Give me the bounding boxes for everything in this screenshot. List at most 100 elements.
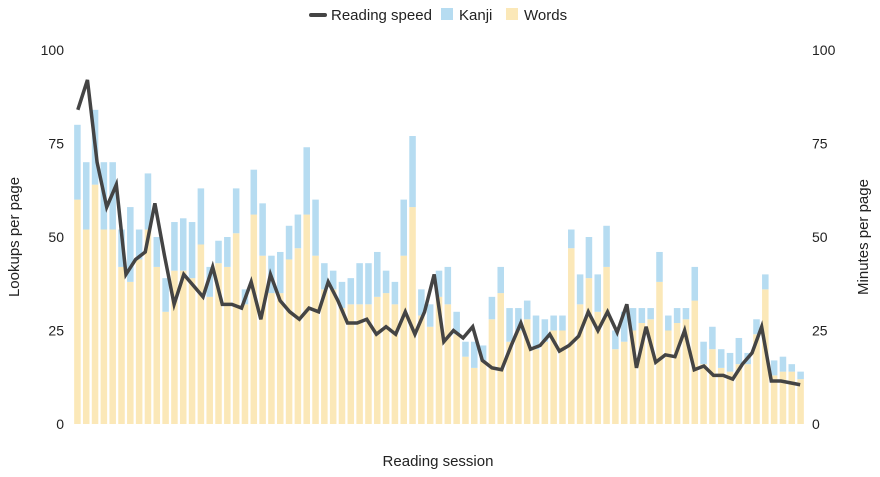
bar-words [127, 281, 134, 424]
bar-words [665, 330, 672, 424]
bar-kanji [179, 218, 187, 271]
bar-kanji [356, 263, 363, 305]
bar-kanji [400, 199, 407, 256]
bar-kanji [700, 341, 707, 365]
bar-kanji [171, 222, 178, 271]
bar-kanji [127, 207, 134, 282]
bar-kanji [594, 274, 602, 312]
left-tick-label: 100 [41, 42, 65, 58]
bar-kanji [321, 263, 328, 290]
bar-words [409, 207, 416, 424]
bar-words [594, 311, 602, 424]
bar-words [82, 229, 90, 424]
bar-words [74, 199, 81, 424]
bar-kanji [779, 356, 787, 372]
bar-words [471, 367, 478, 424]
bar-kanji [550, 315, 557, 331]
bar-words [224, 266, 231, 424]
right-tick-label: 50 [812, 229, 828, 245]
bar-words [135, 259, 143, 424]
legend-label-kanji: Kanji [459, 7, 492, 24]
bar-words [294, 248, 302, 424]
bar-kanji [382, 270, 390, 294]
bar-words [312, 255, 319, 424]
bar-kanji [497, 266, 504, 294]
bar-words [329, 289, 337, 424]
bar-kanji [285, 225, 293, 260]
bar-words [356, 304, 363, 424]
bar-kanji [259, 203, 266, 256]
bar-kanji [453, 311, 460, 335]
bar-words [374, 296, 381, 424]
bar-words [629, 330, 637, 424]
bar-kanji [726, 352, 734, 372]
bar-words [620, 341, 628, 424]
bar-kanji [232, 188, 240, 234]
bar-kanji [691, 266, 699, 301]
bar-kanji [418, 289, 425, 316]
bar-words [717, 367, 725, 424]
bar-words [453, 334, 460, 424]
bar-words [285, 259, 293, 424]
bar-kanji [797, 371, 804, 380]
bar-kanji [391, 281, 399, 305]
bar-words [585, 278, 593, 424]
bar-words [197, 244, 205, 424]
bar-words [268, 293, 275, 424]
bar-kanji [682, 308, 690, 320]
legend-swatch-words [506, 8, 518, 20]
bar-words [444, 304, 452, 424]
bar-words [612, 349, 619, 424]
bar-words [276, 293, 284, 424]
bar-words [338, 308, 346, 424]
bar-kanji [523, 300, 531, 320]
legend-swatch-kanji [441, 8, 453, 20]
bar-kanji [515, 308, 522, 331]
bar-kanji [82, 162, 90, 230]
left-tick-label: 0 [56, 416, 64, 432]
bar-kanji [294, 214, 302, 249]
bar-words [770, 375, 778, 424]
bar-kanji [444, 266, 452, 305]
bar-words [497, 293, 504, 424]
bar-kanji [74, 124, 81, 200]
bar-words [100, 229, 108, 424]
left-tick-label: 50 [48, 229, 64, 245]
bar-words [144, 229, 152, 424]
bar-kanji [568, 229, 575, 249]
bar-kanji [206, 266, 213, 297]
bar-words [488, 319, 496, 424]
bar-kanji [753, 319, 760, 335]
bar-words [638, 323, 646, 424]
bar-words [435, 296, 443, 424]
legend-label-words: Words [524, 7, 567, 24]
left-axis-ticks: 0 25 50 75 100 [41, 42, 65, 432]
bar-kanji [365, 263, 372, 305]
bar-words [206, 296, 213, 424]
bar-words [550, 330, 557, 424]
bar-words [426, 326, 434, 424]
bar-words [532, 349, 540, 424]
bar-words [479, 360, 487, 424]
bar-words [303, 214, 310, 424]
bar-kanji [197, 188, 205, 245]
bar-words [576, 304, 584, 424]
bar-kanji [426, 304, 434, 327]
bar-kanji [303, 147, 310, 215]
bar-words [400, 255, 407, 424]
bar-kanji [312, 199, 319, 256]
bar-kanji [638, 308, 646, 324]
bar-words [118, 266, 125, 424]
bar-words [726, 371, 734, 424]
bar-kanji [479, 345, 487, 361]
right-tick-label: 100 [812, 42, 836, 58]
bar-kanji [559, 315, 566, 331]
bar-kanji [471, 341, 478, 368]
bar-words [321, 289, 328, 424]
legend: Reading speed Kanji Words [309, 7, 567, 24]
bar-kanji [215, 240, 222, 264]
left-tick-label: 25 [48, 323, 64, 339]
right-tick-label: 75 [812, 136, 828, 152]
